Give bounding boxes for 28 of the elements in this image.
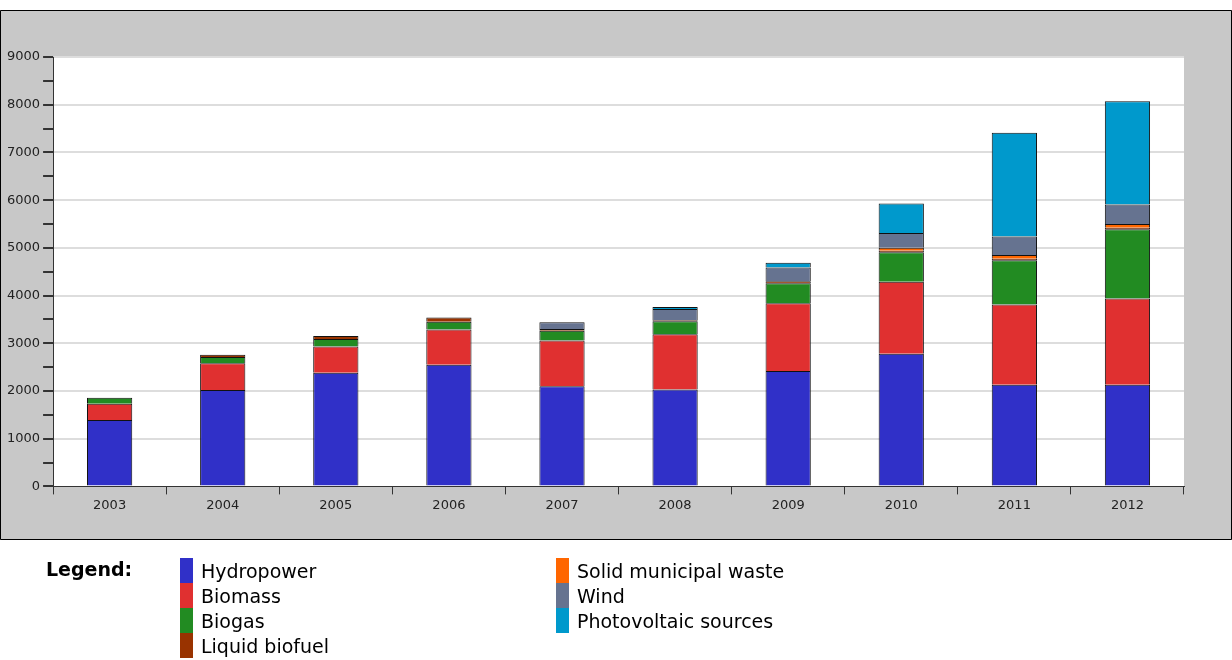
y-tick-label: 6000 — [6, 191, 41, 207]
x-tick-label: 2004 — [206, 496, 240, 512]
y-tick-label: 7000 — [6, 143, 41, 159]
y-tick-label: 1000 — [6, 430, 41, 446]
x-tick-label: 2008 — [658, 496, 692, 512]
legend-label: Hydropower — [201, 559, 317, 582]
y-tick-label: 8000 — [6, 96, 41, 112]
x-tick-label: 2003 — [93, 496, 127, 512]
y-tick-label: 4000 — [6, 286, 41, 302]
x-tick-label: 2005 — [319, 496, 353, 512]
y-tick-label: 9000 — [6, 48, 41, 64]
legend-label: Wind — [577, 584, 625, 607]
x-tick-label: 2011 — [997, 496, 1031, 512]
legend-label: Photovoltaic sources — [577, 609, 774, 632]
x-tick-label: 2007 — [545, 496, 579, 512]
x-tick-label: 2009 — [771, 496, 805, 512]
x-tick-label: 2012 — [1110, 496, 1144, 512]
legend-label: Biogas — [201, 609, 265, 632]
y-tick-label: 3000 — [6, 334, 41, 350]
x-tick-label: 2010 — [884, 496, 918, 512]
legend-title: Legend: — [46, 558, 134, 582]
y-tick-label: 0 — [31, 477, 41, 493]
y-tick-label: 2000 — [6, 382, 41, 398]
x-tick-label: 2006 — [432, 496, 466, 512]
legend-label: Solid municipal waste — [577, 559, 785, 582]
legend-label: Liquid biofuel — [201, 634, 330, 657]
legend-label: Biomass — [201, 584, 281, 607]
y-tick-label: 5000 — [6, 239, 41, 255]
